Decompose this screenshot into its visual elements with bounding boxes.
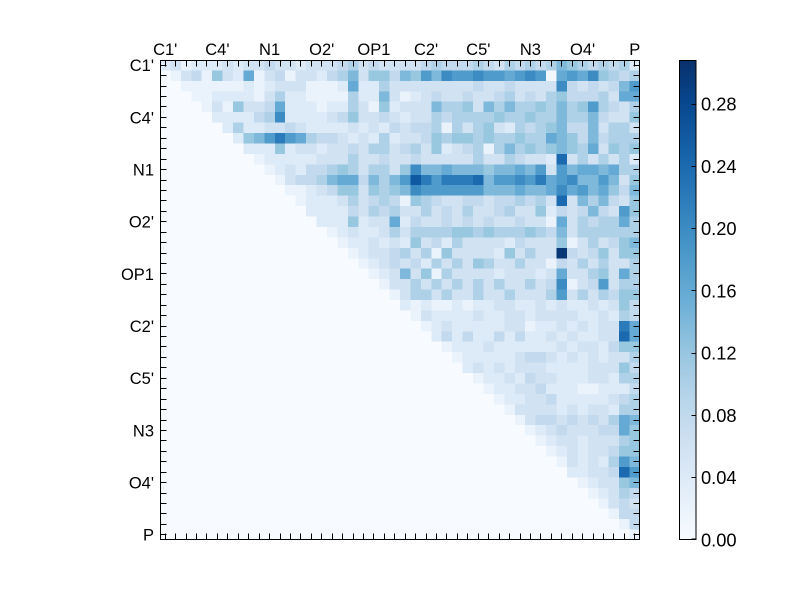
svg-text:OP1: OP1 [357, 41, 390, 59]
svg-text:O2': O2' [129, 214, 154, 232]
svg-text:N3: N3 [133, 422, 154, 440]
svg-text:C5': C5' [466, 41, 490, 59]
svg-text:OP1: OP1 [121, 266, 154, 284]
svg-text:N1: N1 [259, 41, 280, 59]
svg-text:0.12: 0.12 [701, 343, 737, 364]
svg-text:C4': C4' [205, 41, 229, 59]
svg-text:0.28: 0.28 [701, 94, 737, 115]
svg-text:C5': C5' [130, 370, 154, 388]
svg-text:N1: N1 [133, 162, 154, 180]
svg-text:0.00: 0.00 [701, 530, 737, 551]
svg-text:0.08: 0.08 [701, 405, 737, 426]
svg-text:0.20: 0.20 [701, 218, 737, 239]
svg-text:O4': O4' [129, 475, 154, 493]
svg-text:O2': O2' [309, 41, 334, 59]
svg-text:0.04: 0.04 [701, 467, 737, 488]
svg-text:C4': C4' [130, 109, 154, 127]
svg-text:C1': C1' [130, 57, 154, 75]
svg-text:O4': O4' [570, 41, 595, 59]
svg-text:C2': C2' [414, 41, 438, 59]
svg-text:P: P [629, 41, 640, 59]
svg-text:P: P [143, 527, 154, 545]
svg-text:C1': C1' [153, 41, 177, 59]
svg-text:C2': C2' [130, 318, 154, 336]
svg-text:N3: N3 [520, 41, 541, 59]
svg-text:0.16: 0.16 [701, 280, 737, 301]
svg-text:0.24: 0.24 [701, 156, 737, 177]
